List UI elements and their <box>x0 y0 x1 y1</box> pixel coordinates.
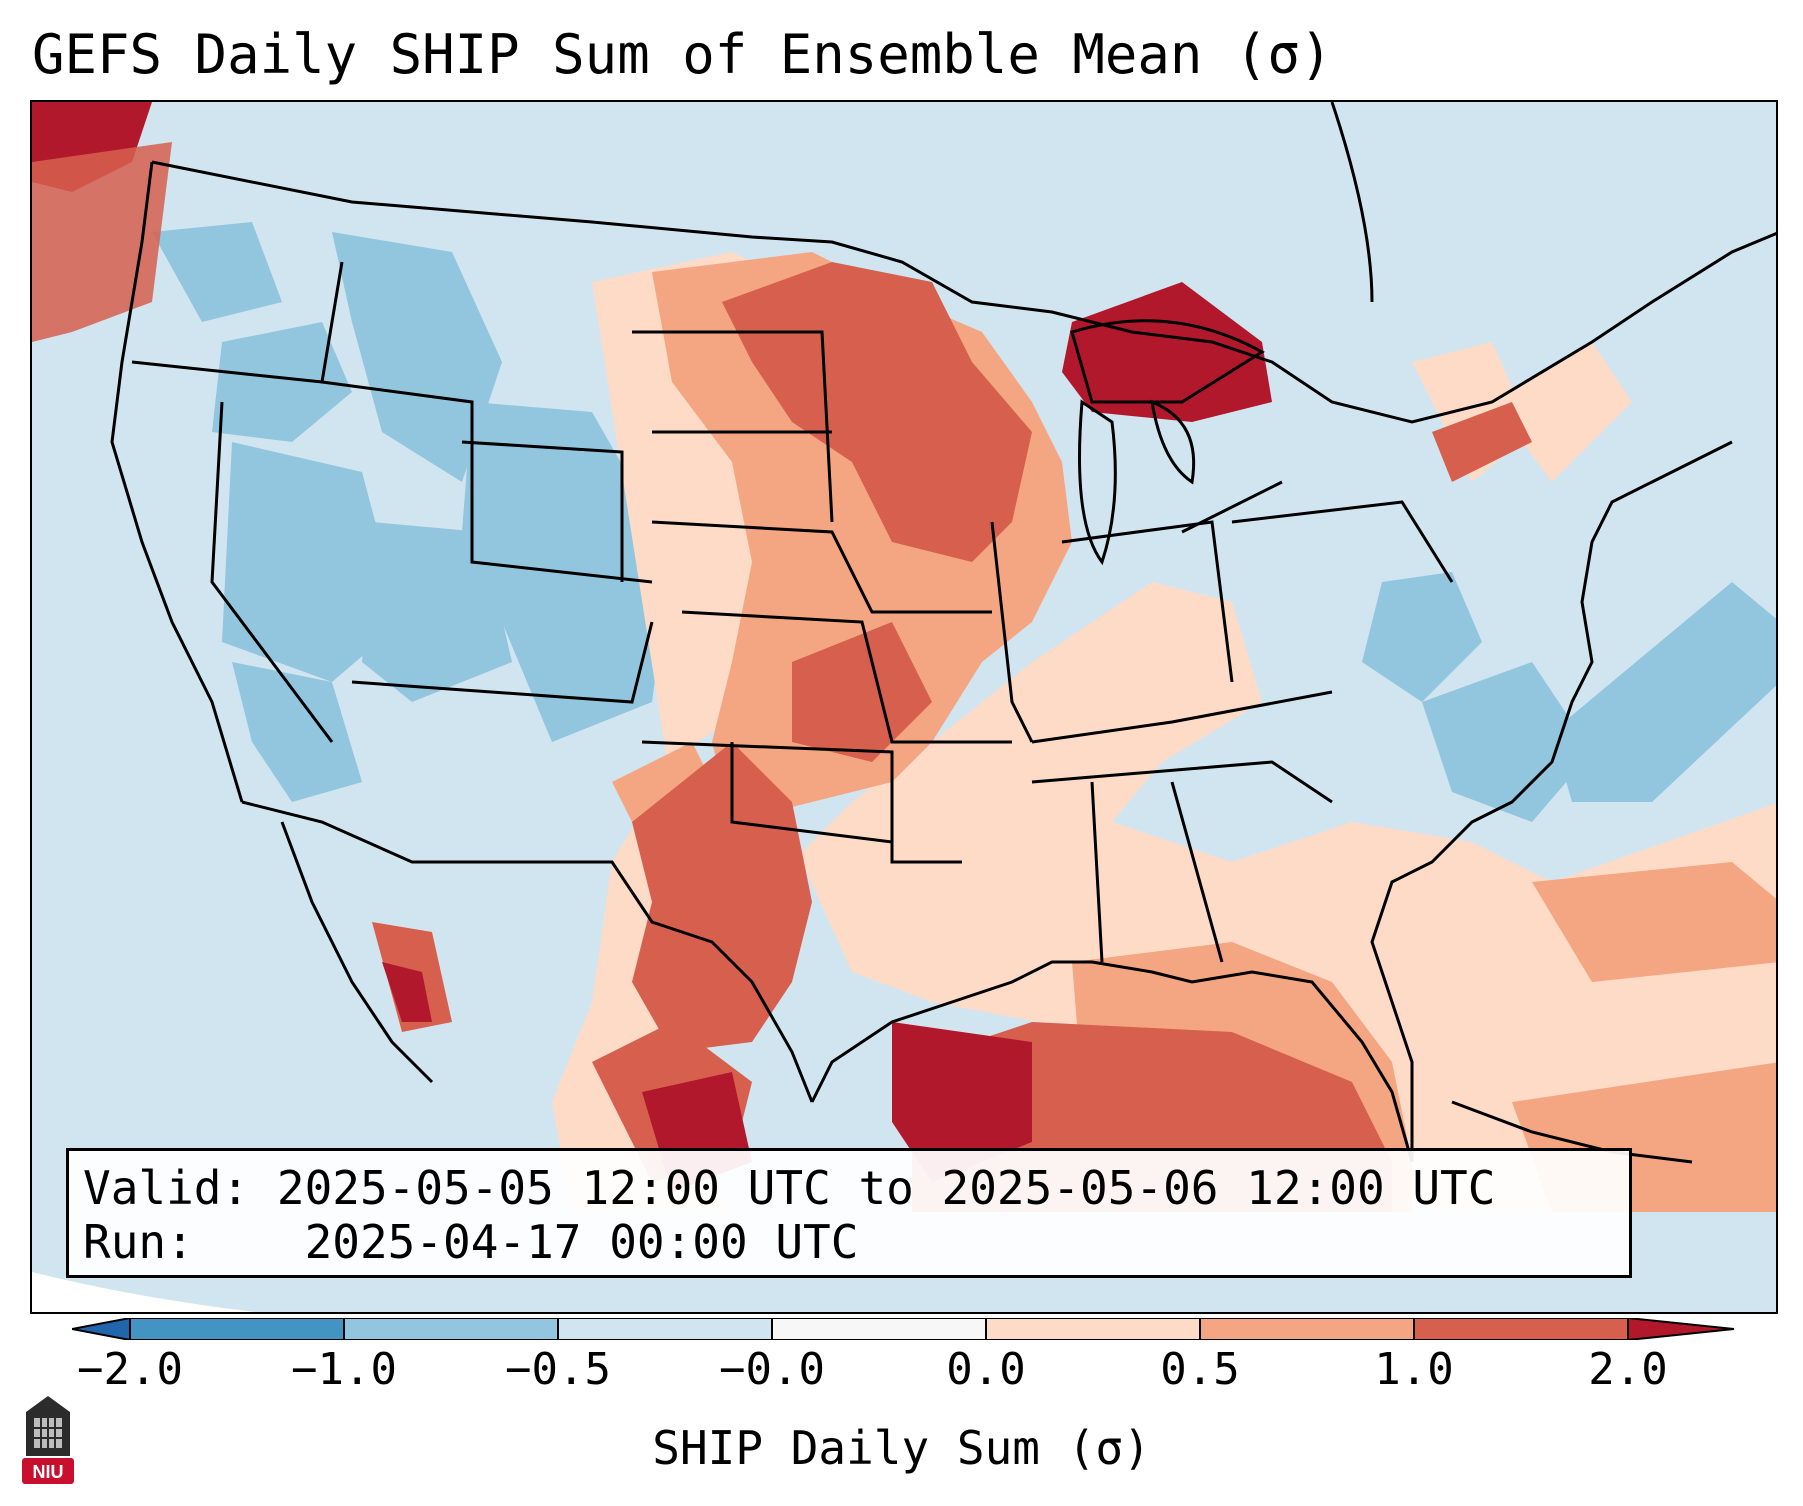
state-line-12 <box>990 521 1034 743</box>
us-mexico-border <box>241 800 814 1103</box>
valid-label: Valid: <box>83 1161 250 1215</box>
gulf-coast <box>810 960 1414 1163</box>
washington-blue <box>152 222 282 322</box>
texas-oklahoma-red <box>632 742 812 1052</box>
colorbar-bin-2 <box>344 1318 558 1340</box>
atlantic-coast <box>1370 440 1733 1162</box>
northeast-salmon <box>1492 342 1632 482</box>
state-line-18 <box>1231 500 1454 583</box>
lake-erie <box>1181 480 1283 534</box>
run-value: 2025-04-17 00:00 UTC <box>304 1215 859 1269</box>
tick-label: −2.0 <box>77 1344 183 1395</box>
valid-row: Valid: 2025-05-05 12:00 UTC to 2025-05-0… <box>83 1161 1615 1215</box>
state-line-10 <box>641 740 962 864</box>
colorbar-bin-1 <box>130 1318 344 1340</box>
boundaries <box>110 102 1776 1164</box>
state-line-15 <box>1031 760 1333 804</box>
valid-run-info-box: Valid: 2025-05-05 12:00 UTC to 2025-05-0… <box>66 1148 1632 1278</box>
lake-huron <box>1150 399 1196 485</box>
texas-coast-darkred <box>892 1022 1032 1182</box>
great-lakes <box>1070 319 1265 404</box>
hudson-bay-coast <box>1330 102 1374 303</box>
off-domain-corner <box>32 1272 256 1312</box>
state-line-9 <box>681 610 1012 744</box>
state-line-11 <box>730 742 893 844</box>
state-line-5 <box>351 621 654 704</box>
utah-nevada-blue <box>362 522 512 702</box>
tick-label: −0.0 <box>719 1344 825 1395</box>
tick-label: −1.0 <box>291 1344 397 1395</box>
tick-label: 0.5 <box>1160 1344 1240 1395</box>
offshore-pacific-red <box>32 142 172 342</box>
pacific-northwest-blue <box>212 322 352 442</box>
colorbar <box>72 1318 1734 1340</box>
kansas-red <box>792 622 932 762</box>
california-blue <box>232 662 362 802</box>
atlantic-salmon <box>1532 862 1776 982</box>
great-basin-blue <box>222 442 402 682</box>
colorbar-bin-4 <box>772 1318 986 1340</box>
state-line-3 <box>321 380 653 584</box>
cuba-outline <box>1451 1100 1693 1164</box>
colorbar-bin-5 <box>986 1318 1200 1340</box>
southeast-coastal-blue <box>1422 662 1592 822</box>
state-line-6 <box>632 330 834 523</box>
state-line-17 <box>1170 781 1224 963</box>
tick-label: 1.0 <box>1374 1344 1454 1395</box>
colorbar-label: SHIP Daily Sum (σ) <box>652 1421 1151 1475</box>
colorbar-extend-high <box>1628 1318 1734 1340</box>
map-panel <box>30 100 1778 1314</box>
logo-text: NIU <box>33 1462 64 1482</box>
us-canada-border <box>151 160 1776 424</box>
baja-darkred <box>382 962 432 1022</box>
tick-label: −0.5 <box>505 1344 611 1395</box>
negative-anomaly-areas <box>152 222 1776 822</box>
mid-atlantic-blue <box>1362 572 1482 702</box>
shading-layer <box>32 102 1776 1312</box>
north-plains-red <box>722 262 1032 562</box>
colorbar-bin-3 <box>558 1318 772 1340</box>
colorbar-bin-6 <box>1200 1318 1414 1340</box>
tick-label: 2.0 <box>1588 1344 1668 1395</box>
state-line-14 <box>1031 690 1333 744</box>
state-line-8 <box>651 520 992 614</box>
state-line-2 <box>210 401 334 743</box>
tick-label: 0.0 <box>946 1344 1026 1395</box>
colorbar-extend-low <box>72 1318 130 1340</box>
run-row: Run: 2025-04-17 00:00 UTC <box>83 1215 1615 1269</box>
atlantic-offshore-blue <box>1552 582 1776 802</box>
state-line-13 <box>1061 520 1234 683</box>
baja-peninsula <box>280 821 434 1084</box>
niu-logo-icon: NIU <box>22 1396 74 1484</box>
idaho-montana-blue <box>332 232 502 482</box>
state-line-16 <box>1090 781 1104 963</box>
map-title: GEFS Daily SHIP Sum of Ensemble Mean (σ) <box>32 23 1333 86</box>
colorbar-ticks: −2.0 −1.0 −0.5 −0.0 0.0 0.5 1.0 2.0 <box>0 1345 1803 1405</box>
new-york-red <box>1432 402 1532 482</box>
colorbar-bin-7 <box>1414 1318 1628 1340</box>
lake-superior-darkred <box>1062 282 1272 422</box>
lake-michigan <box>1078 399 1117 566</box>
state-line-4 <box>461 440 624 582</box>
valid-value: 2025-05-05 12:00 UTC to 2025-05-06 12:00… <box>276 1161 1496 1215</box>
pacific-coast <box>110 161 244 803</box>
run-label: Run: <box>83 1215 194 1269</box>
